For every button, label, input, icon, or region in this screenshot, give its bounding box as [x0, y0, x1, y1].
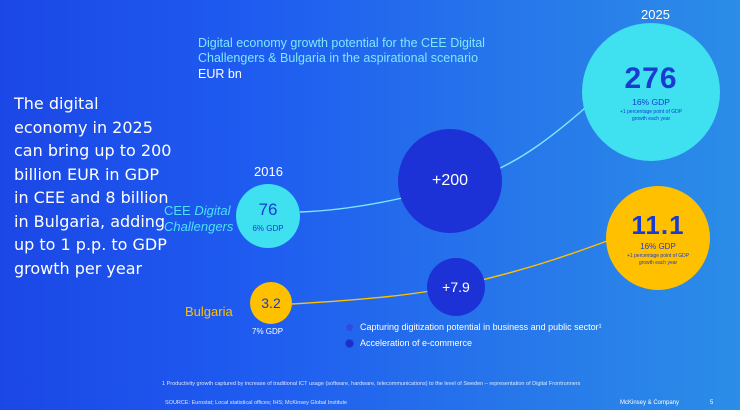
cee-2016-circle: 76 6% GDP — [236, 184, 300, 248]
legend-item: Acceleration of e-commerce — [345, 338, 602, 348]
bulgaria-2025-gdp: 16% GDP — [640, 241, 676, 251]
cee-2016-value: 76 — [258, 199, 278, 219]
cee-2016-gdp: 6% GDP — [252, 223, 284, 233]
legend-item: Capturing digitization potential in busi… — [345, 322, 602, 332]
cee-2025-circle: 276 16% GDP +1 percentage point of GDP g… — [582, 23, 720, 161]
bulgaria-2025-value: 11.1 — [631, 209, 685, 240]
cee-growth-circle: +200 — [398, 129, 502, 233]
cee-growth-value: +200 — [431, 172, 469, 189]
cee-2025-gdp: 16% GDP — [632, 96, 670, 107]
cee-2025-value: 276 — [624, 61, 678, 95]
bulgaria-row-label: Bulgaria — [185, 304, 233, 319]
chart-title: Digital economy growth potential for the… — [198, 36, 485, 65]
bulgaria-growth-circle: +7.9 — [427, 258, 485, 316]
legend: Capturing digitization potential in busi… — [345, 322, 602, 348]
bulgaria-2025-circle: 11.1 16% GDP +1 percentage point of GDP … — [606, 186, 710, 290]
bulgaria-2016-gdp: 7% GDP — [252, 327, 284, 336]
cee-2025-note: +1 percentage point of GDP growth each y… — [619, 108, 683, 122]
bulgaria-2016-value: 3.2 — [261, 295, 281, 311]
headline: The digital economy in 2025 can bring up… — [14, 94, 172, 278]
unit-label: EUR bn — [198, 67, 242, 81]
year-2025-label: 2025 — [641, 7, 670, 22]
year-2016-label: 2016 — [254, 164, 283, 179]
page-number: 5 — [710, 400, 714, 406]
bulgaria-2016-circle: 3.2 — [250, 282, 292, 324]
brand-label: McKinsey & Company — [620, 400, 680, 406]
cee-row-label: CEE Digital Challengers — [164, 203, 234, 234]
legend-dot-icon — [345, 338, 354, 348]
footnote: 1 Productivity growth captured by increa… — [162, 381, 581, 387]
legend-dot-icon — [345, 322, 354, 332]
source-note: SOURCE: Eurostat; Local statistical offi… — [165, 400, 348, 406]
bulgaria-2025-note: +1 percentage point of GDP growth each y… — [626, 252, 690, 266]
bulgaria-growth-value: +7.9 — [442, 279, 470, 295]
